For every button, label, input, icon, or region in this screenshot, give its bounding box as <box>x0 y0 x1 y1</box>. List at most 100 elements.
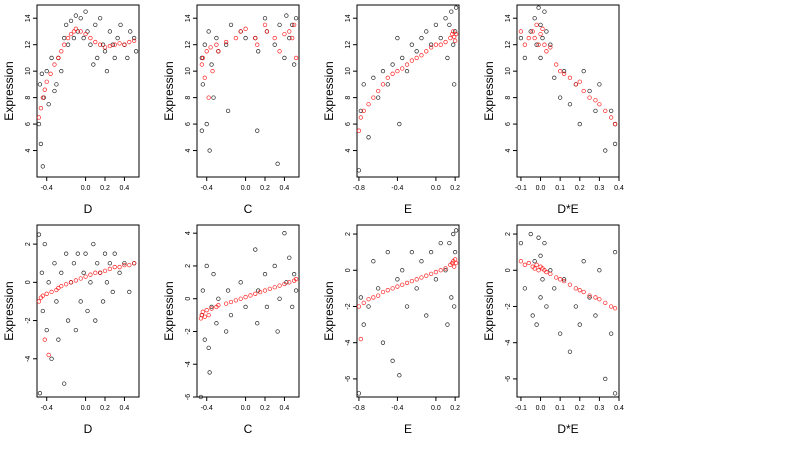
data-point <box>428 42 434 47</box>
x-axis-label: D*E <box>557 422 578 436</box>
data-point <box>243 26 248 31</box>
data-point <box>536 235 541 240</box>
data-point <box>424 273 429 278</box>
x-tick-label: 0.4 <box>280 185 290 192</box>
data-point <box>204 121 209 127</box>
data-point <box>414 49 419 54</box>
y-tick-label: 6 <box>185 122 192 126</box>
data-point <box>287 280 292 285</box>
data-point <box>293 276 299 282</box>
scatter-panel-5: -0.4 0.0 0.2 0.4 -4 -2 0 2 D Expression <box>2 224 140 436</box>
data-point <box>293 16 299 21</box>
data-point <box>438 268 443 273</box>
data-point <box>424 49 429 54</box>
y-tick-label: 4 <box>345 148 352 152</box>
data-point <box>567 75 573 80</box>
y-tick-label: -2 <box>505 303 512 309</box>
y-tick-label: 2 <box>185 264 192 268</box>
y-tick-label: -2 <box>25 317 32 323</box>
scatter-panel-3: -0.8 -0.4 0.0 0.2 4 6 8 10 12 14 E Expression <box>322 4 460 216</box>
data-point <box>238 29 243 34</box>
data-point <box>358 336 363 342</box>
data-point <box>453 5 459 10</box>
data-point <box>390 358 395 363</box>
data-point <box>540 35 545 41</box>
x-tick-label: 0.4 <box>614 185 624 192</box>
data-point <box>40 164 45 169</box>
data-point <box>385 288 390 293</box>
data-point <box>290 35 295 41</box>
data-point <box>88 42 93 47</box>
data-point <box>42 87 47 92</box>
data-point <box>371 295 376 300</box>
data-point <box>538 253 543 258</box>
data-point <box>262 288 268 293</box>
x-tick-label: 0.0 <box>536 405 546 412</box>
y-tick-label: -6 <box>185 394 192 400</box>
data-point <box>206 95 211 100</box>
data-point <box>361 108 366 113</box>
data-point <box>275 329 280 334</box>
data-point <box>587 293 592 298</box>
data-point <box>200 82 205 87</box>
data-point <box>284 13 289 18</box>
data-point <box>526 260 531 266</box>
data-point <box>71 35 77 41</box>
data-point <box>97 42 103 47</box>
data-point <box>609 304 614 309</box>
data-point <box>573 304 578 309</box>
data-point <box>597 82 602 87</box>
data-point <box>419 35 424 41</box>
data-point <box>216 303 221 308</box>
data-point <box>433 42 439 47</box>
y-tick-label: -4 <box>345 339 352 345</box>
data-point <box>540 26 545 31</box>
x-axis-label: C <box>244 422 253 436</box>
data-point <box>206 345 211 351</box>
data-point <box>447 22 452 27</box>
data-point <box>40 308 45 314</box>
data-point <box>612 141 618 147</box>
data-point <box>204 263 209 269</box>
y-axis-label: Expression <box>322 281 336 340</box>
data-point <box>272 263 277 269</box>
data-point <box>282 55 287 61</box>
data-point <box>202 314 207 319</box>
data-point <box>395 69 400 74</box>
data-point <box>371 95 376 100</box>
data-point <box>552 75 557 80</box>
data-point <box>453 250 458 255</box>
data-point <box>36 121 42 127</box>
data-point <box>81 270 86 275</box>
data-point <box>63 22 69 27</box>
data-point <box>277 22 282 27</box>
data-point <box>400 55 405 61</box>
data-point <box>538 31 543 37</box>
y-tick-label: 0 <box>25 280 32 284</box>
data-point <box>214 35 219 41</box>
data-point <box>216 49 221 54</box>
data-point <box>131 38 137 43</box>
data-point <box>214 321 219 326</box>
data-point <box>376 95 381 100</box>
y-tick-label: 14 <box>505 14 512 22</box>
data-point <box>207 370 212 375</box>
data-point <box>532 35 537 41</box>
x-tick-label: -0.4 <box>41 185 53 192</box>
x-tick-label: 0.4 <box>120 405 130 412</box>
y-tick-label: -2 <box>345 303 352 309</box>
data-point <box>93 39 98 45</box>
data-point <box>262 16 268 21</box>
x-tick-label: 0.0 <box>431 185 441 192</box>
data-point <box>451 42 456 47</box>
x-tick-label: 0.2 <box>100 185 110 192</box>
data-point <box>451 231 456 237</box>
data-point <box>65 35 71 41</box>
data-point <box>376 293 381 298</box>
data-point <box>46 352 51 358</box>
y-tick-label: -4 <box>25 356 32 362</box>
scatter-panel-6: -0.4 0.0 0.2 0.4 -6 -4 -2 0 2 4 C Expression <box>162 224 300 436</box>
data-point <box>428 271 434 277</box>
data-point <box>125 55 130 61</box>
data-point <box>38 141 44 147</box>
